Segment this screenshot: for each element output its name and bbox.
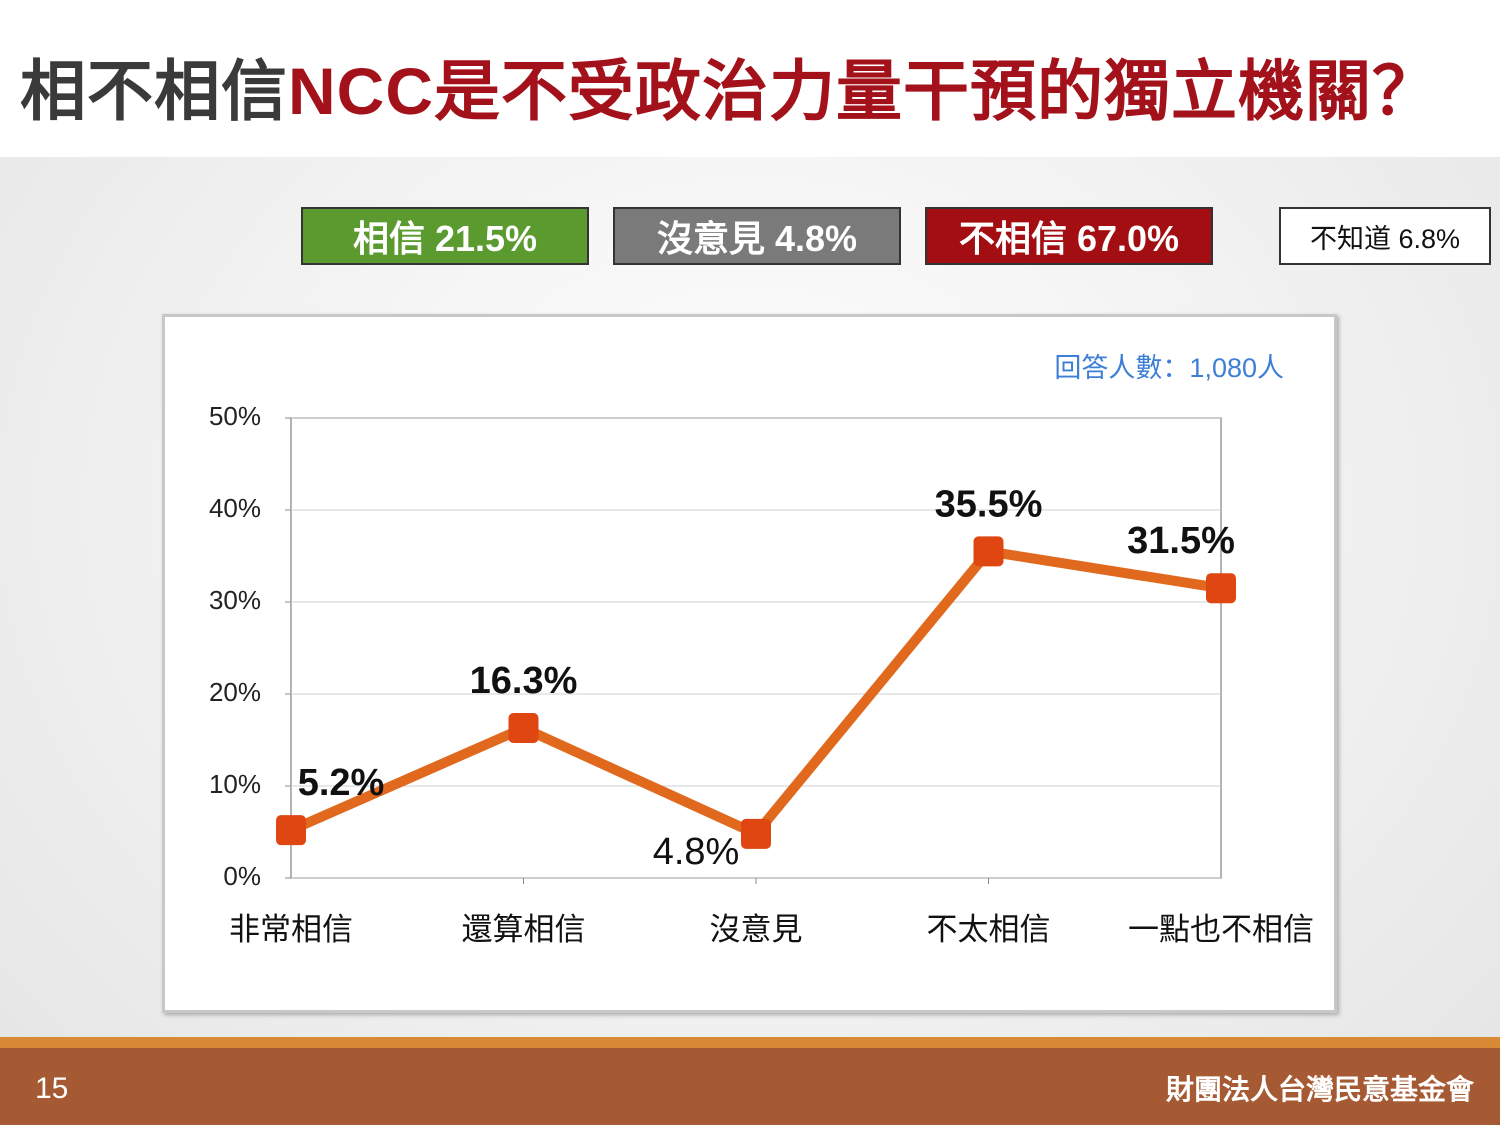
value-label: 5.2% [298,762,385,804]
x-tick-label: 非常相信 [229,912,353,947]
x-tick-label: 一點也不相信 [1128,912,1314,947]
y-tick-label: 20% [209,677,261,707]
data-marker [973,536,1004,567]
value-label: 16.3% [470,660,578,702]
x-tick-label: 沒意見 [710,912,803,947]
footer-stripe [0,1037,1500,1048]
organization: 財團法人台灣民意基金會 [1165,1074,1474,1105]
summary-box: 沒意見 4.8% [613,207,901,265]
y-tick-label: 40% [209,493,261,523]
page-number: 15 [35,1072,69,1105]
title-lead: 相不相信 [20,54,288,128]
x-tick-label: 不太相信 [927,912,1051,947]
footer: 15 財團法人台灣民意基金會 [0,1048,1500,1125]
y-tick-label: 0% [223,861,261,891]
header: 相不相信NCC是不受政治力量干預的獨立機關？ [0,0,1500,157]
data-marker [1206,573,1236,604]
y-tick-label: 30% [209,585,261,615]
summary-box: 不相信 67.0% [925,207,1213,265]
value-label: 35.5% [935,483,1043,525]
slide-title: 相不相信NCC是不受政治力量干預的獨立機關？ [20,38,1439,134]
title-main: NCC是不受政治力量干預的獨立機關？ [288,54,1439,128]
y-tick-label: 10% [209,769,261,799]
data-marker [276,815,306,846]
summary-box: 不知道 6.8% [1279,207,1491,265]
plot-area [290,417,1222,879]
data-marker [508,713,539,744]
chart-note: 回答人數：1,080人 [1054,353,1284,383]
data-marker [741,818,771,849]
value-label: 31.5% [1127,520,1235,562]
summary-box: 相信 21.5% [301,207,589,265]
x-tick-label: 還算相信 [462,912,586,947]
y-tick-label: 50% [209,401,261,431]
value-label: 4.8% [653,831,740,873]
